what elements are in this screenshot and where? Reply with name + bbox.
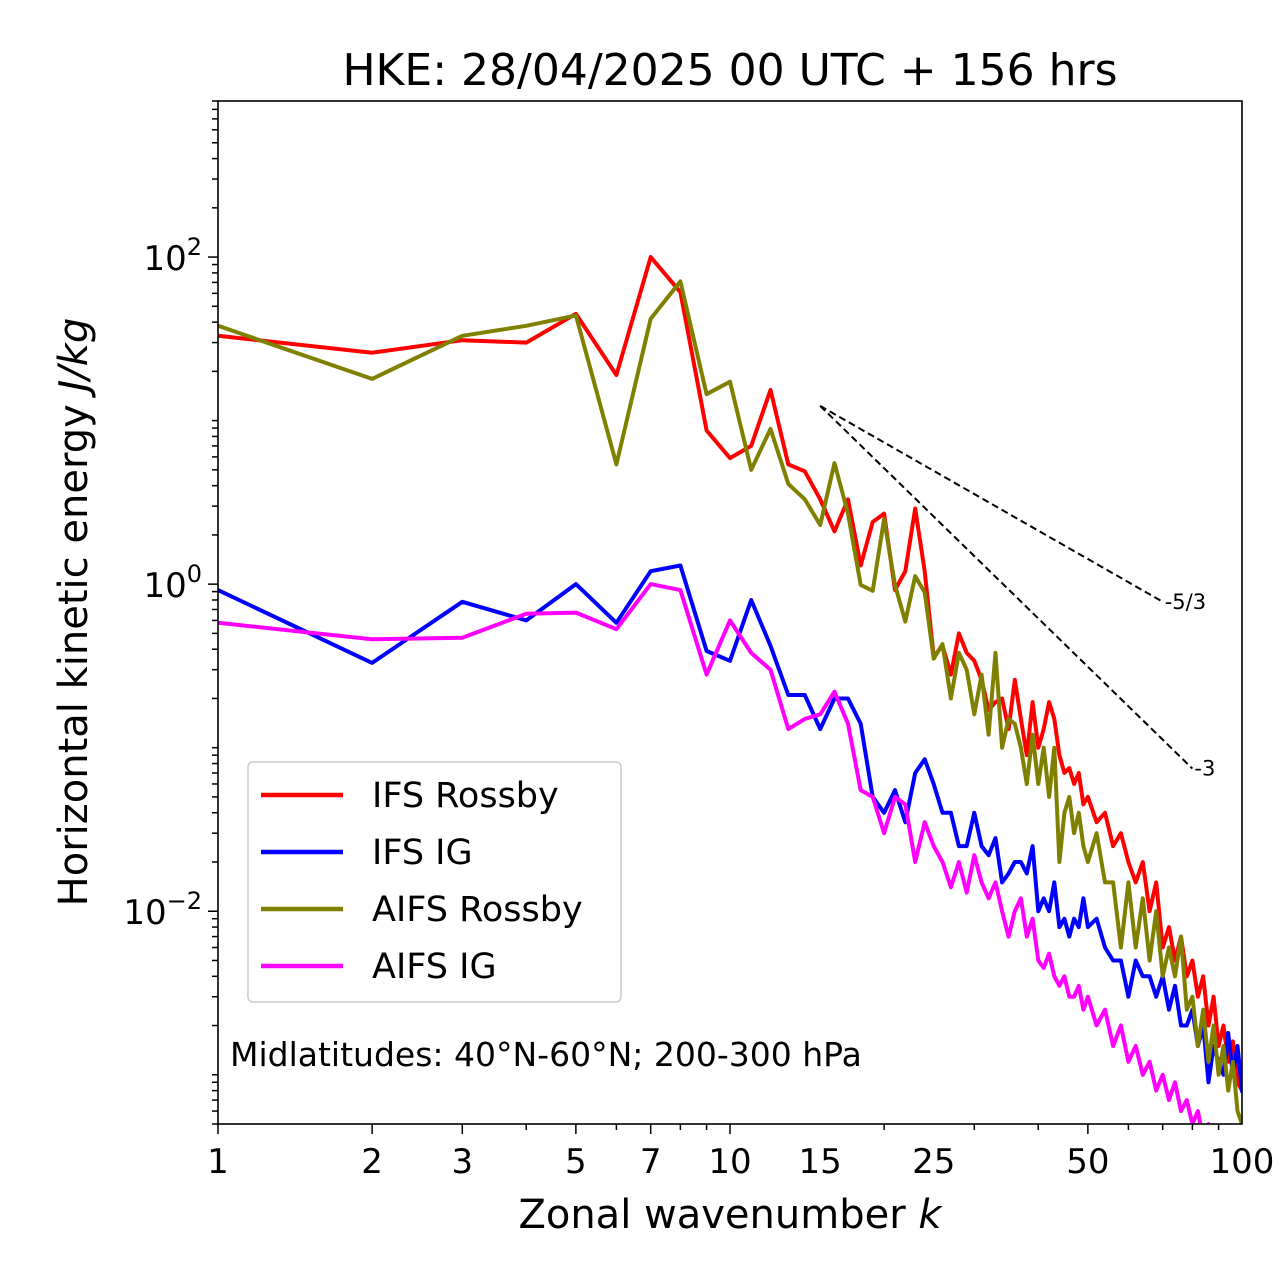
- x-axis-label-text: Zonal wavenumber: [518, 1192, 906, 1238]
- legend-label-1: IFS Rossby: [372, 776, 559, 816]
- legend-label-2: IFS IG: [372, 833, 473, 873]
- y-tick-base: 10: [143, 239, 186, 279]
- series-line-2: [218, 563, 1242, 1093]
- chart-title: HKE: 28/04/2025 00 UTC + 156 hrs: [342, 45, 1117, 96]
- x-axis-label-var: k: [918, 1192, 943, 1238]
- y-tick-base: 10: [143, 566, 186, 606]
- x-tick-label: 25: [912, 1142, 955, 1182]
- reference-slope-label-1: -5/3: [1165, 590, 1206, 614]
- x-tick-label: 7: [640, 1142, 662, 1182]
- reference-slope-line-1: [819, 405, 1164, 603]
- x-tick-label: 1: [207, 1142, 229, 1182]
- y-tick-exponent: 0: [187, 560, 202, 588]
- x-tick-label: 10: [708, 1142, 751, 1182]
- y-axis-label: Horizontal kinetic energy J/kg: [51, 318, 97, 907]
- series-line-3: [218, 279, 1242, 1124]
- x-tick-label: 15: [799, 1142, 842, 1182]
- y-axis-label-text: Horizontal kinetic energy: [51, 404, 97, 906]
- y-tick-label: 10−2: [123, 887, 202, 933]
- x-tick-label: 2: [361, 1142, 383, 1182]
- series-line-4: [218, 582, 1211, 1124]
- y-tick-label: 102: [143, 233, 202, 279]
- legend-box: [247, 761, 622, 1003]
- reference-slope-label-2: -3: [1194, 757, 1215, 781]
- y-axis-label-unit: J/kg: [51, 318, 97, 399]
- y-tick-exponent: 2: [187, 233, 202, 261]
- x-axis-label: Zonal wavenumber k: [518, 1192, 943, 1238]
- x-tick-label: 50: [1066, 1142, 1109, 1182]
- legend-items: IFS Rossby IFS IG AIFS Rossby AIFS IG: [261, 776, 583, 987]
- legend-label-3: AIFS Rossby: [372, 890, 583, 930]
- y-tick-exponent: −2: [167, 887, 202, 915]
- region-annotation: Midlatitudes: 40°N-60°N; 200-300 hPa: [230, 1035, 862, 1074]
- reference-slope-line-2: [819, 405, 1194, 770]
- x-tick-label: 3: [451, 1142, 473, 1182]
- x-tick-label: 5: [565, 1142, 587, 1182]
- x-axis-ticks: 1 2 3 5 7 10 15 25 50 100: [207, 1124, 1274, 1182]
- legend-label-4: AIFS IG: [372, 947, 497, 987]
- x-tick-label: 100: [1210, 1142, 1275, 1182]
- reference-slopes: -5/3 -3: [819, 405, 1215, 781]
- y-tick-base: 10: [123, 893, 166, 933]
- series-layer: [218, 255, 1242, 1124]
- y-tick-label: 100: [143, 560, 202, 606]
- legend: IFS Rossby IFS IG AIFS Rossby AIFS IG: [247, 761, 622, 1003]
